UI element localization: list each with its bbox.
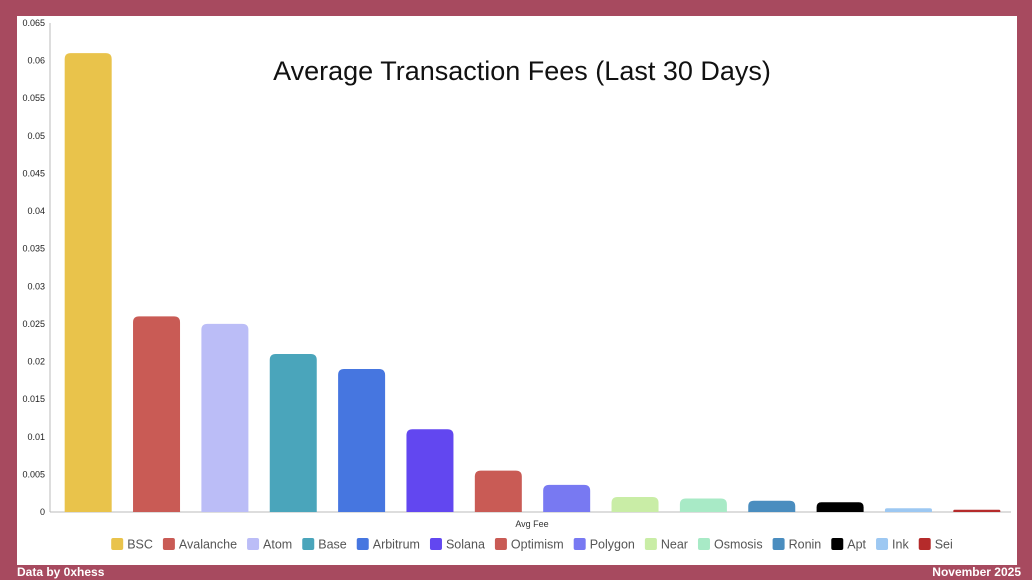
legend-swatch xyxy=(772,538,785,550)
legend-label: Ink xyxy=(892,538,909,552)
legend-swatch xyxy=(111,538,124,550)
legend-label: Sei xyxy=(935,538,953,552)
legend-label: BSC xyxy=(127,538,153,552)
legend-swatch xyxy=(302,538,315,550)
bar-solana xyxy=(406,429,454,512)
bar-near xyxy=(611,496,659,512)
legend-swatch xyxy=(494,538,507,550)
legend-label: Atom xyxy=(263,538,292,552)
chart-card: 0 0.005 0.01 0.015 0.02 0.025 0.03 0.035 0.04 0.0… xyxy=(17,16,1017,565)
chart-title: Average Transaction Fees (Last 30 Days) xyxy=(273,56,771,86)
date-label: November 2025 xyxy=(932,565,1021,579)
legend-swatch xyxy=(247,538,260,550)
y-tick-label: 0.02 xyxy=(27,357,45,367)
bar-arbitrum xyxy=(338,369,386,512)
bar-base xyxy=(269,354,317,512)
legend-label: Solana xyxy=(446,538,485,552)
y-tick-label: 0.065 xyxy=(22,18,45,28)
y-tick-label: 0.005 xyxy=(22,469,45,479)
bar-sei xyxy=(953,509,1001,512)
y-tick-label: 0.045 xyxy=(22,168,45,178)
y-tick-label: 0.03 xyxy=(27,281,45,291)
legend-swatch xyxy=(644,538,657,550)
bar-ronin xyxy=(748,500,796,512)
y-tick-label: 0.06 xyxy=(27,56,45,66)
y-tick-label: 0.01 xyxy=(27,432,45,442)
bar-apt xyxy=(816,502,864,512)
legend-label: Near xyxy=(661,538,688,552)
legend-swatch xyxy=(831,538,844,550)
legend: BSC Avalanche Atom Base Arbitrum Solana Optimi… xyxy=(111,538,953,552)
legend-label: Base xyxy=(318,538,347,552)
legend-label: Osmosis xyxy=(714,538,763,552)
legend-swatch xyxy=(429,538,442,550)
legend-label: Arbitrum xyxy=(373,538,420,552)
bar-chart: 0 0.005 0.01 0.015 0.02 0.025 0.03 0.035 0.04 0.0… xyxy=(22,18,1011,552)
legend-swatch xyxy=(918,538,931,550)
legend-swatch xyxy=(356,538,369,550)
y-tick-label: 0.05 xyxy=(27,131,45,141)
bar-osmosis xyxy=(679,498,727,512)
bar-optimism xyxy=(474,470,522,512)
bar-atom xyxy=(201,323,249,512)
legend-label: Optimism xyxy=(511,538,564,552)
bar-ink xyxy=(884,508,932,512)
legend-label: Ronin xyxy=(789,538,822,552)
y-tick-label: 0.055 xyxy=(22,93,45,103)
bars xyxy=(64,53,1001,512)
x-axis-label: Avg Fee xyxy=(515,519,548,529)
bar-avalanche xyxy=(133,316,181,512)
bar-polygon xyxy=(543,484,591,512)
legend-label: Apt xyxy=(847,538,866,552)
legend-swatch xyxy=(697,538,710,550)
y-tick-label: 0.015 xyxy=(22,394,45,404)
y-tick-label: 0.035 xyxy=(22,244,45,254)
legend-swatch xyxy=(876,538,889,550)
legend-swatch xyxy=(573,538,586,550)
legend-swatch xyxy=(162,538,175,550)
legend-label: Polygon xyxy=(590,538,635,552)
bar-bsc xyxy=(64,53,112,512)
y-tick-label: 0.04 xyxy=(27,206,45,216)
y-tick-label: 0 xyxy=(40,507,45,517)
data-credit: Data by 0xhess xyxy=(17,565,105,579)
legend-label: Avalanche xyxy=(179,538,237,552)
y-tick-label: 0.025 xyxy=(22,319,45,329)
